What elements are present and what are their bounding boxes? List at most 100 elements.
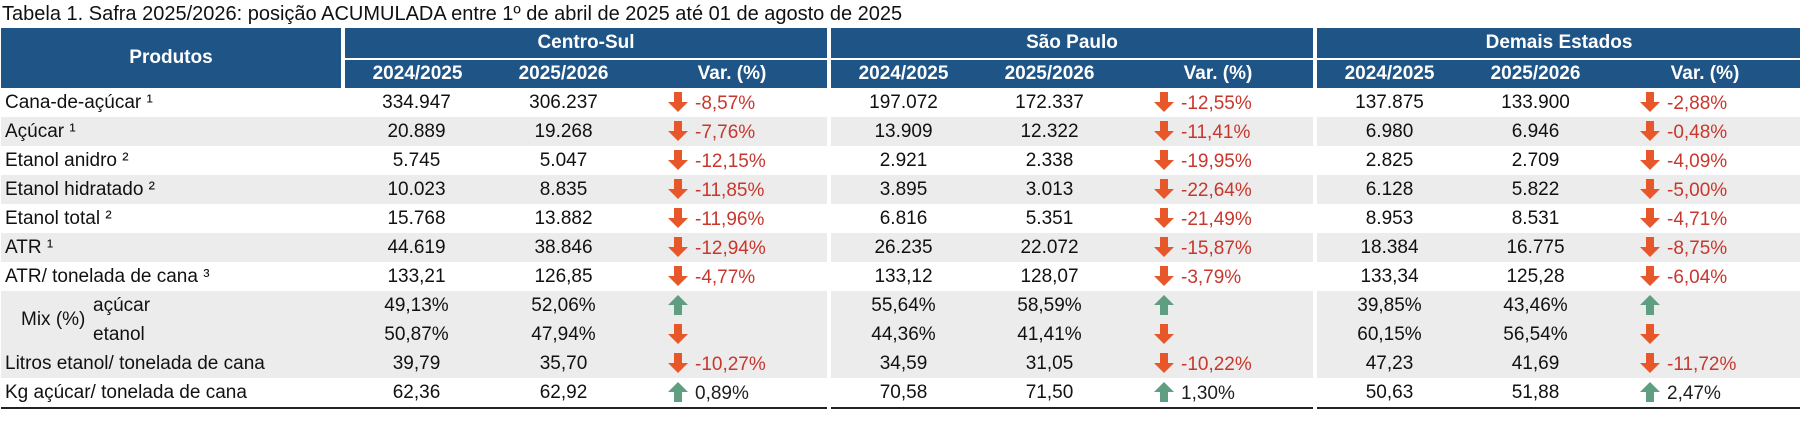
variation-value: 2,47% xyxy=(1667,382,1721,404)
value-curr-cell: 5.822 xyxy=(1462,175,1609,204)
value-prev-cell: 3.895 xyxy=(827,175,976,204)
variation-cell: -3,79% xyxy=(1123,262,1315,291)
variation-value: 0,89% xyxy=(695,382,749,404)
product-label: ATR ¹ xyxy=(1,233,343,262)
value-curr-cell: 31,05 xyxy=(976,349,1123,378)
value-curr-cell: 22.072 xyxy=(976,233,1123,262)
product-label: Cana-de-açúcar ¹ xyxy=(5,91,153,113)
mix-sub-label: açúcar xyxy=(93,294,151,316)
value-curr-cell: 306.237 xyxy=(529,91,598,113)
arrow-up-icon xyxy=(1153,381,1175,403)
arrow-up-icon xyxy=(1639,381,1661,403)
header-subcol-curr: 2025/2026 xyxy=(1462,58,1609,88)
header-subcol-prev: 2024/2025 xyxy=(1313,58,1462,88)
arrow-down-icon xyxy=(1639,149,1661,171)
variation-cell: -10,27% xyxy=(637,349,829,378)
value-curr-cell: 43,46% xyxy=(1462,291,1609,320)
variation-cell: -22,64% xyxy=(1123,175,1315,204)
variation-cell xyxy=(1609,291,1800,320)
value-prev-cell: 2.825 xyxy=(1313,146,1462,175)
product-label: ATR/ tonelada de cana ³ xyxy=(5,265,210,287)
arrow-down-icon xyxy=(667,149,689,171)
variation-cell: -11,41% xyxy=(1123,117,1315,146)
value-curr-cell: 133.900 xyxy=(1501,91,1570,113)
variation-value: -0,48% xyxy=(1667,121,1728,143)
value-curr-cell: 128,07 xyxy=(1020,265,1079,287)
arrow-down-icon xyxy=(1639,207,1661,229)
variation-value: -15,87% xyxy=(1181,237,1252,259)
table-caption: Tabela 1. Safra 2025/2026: posição ACUMU… xyxy=(2,3,903,25)
value-curr-cell: 2.338 xyxy=(1025,149,1074,171)
value-curr-cell: 41,41% xyxy=(976,320,1123,349)
value-prev-cell: 137.875 xyxy=(1313,88,1462,117)
value-curr-cell: 6.946 xyxy=(1462,117,1609,146)
variation-value: -12,94% xyxy=(695,237,766,259)
variation-cell: -7,76% xyxy=(637,117,829,146)
value-prev-cell: 8.953 xyxy=(1313,204,1462,233)
value-curr-cell: 47,94% xyxy=(490,320,637,349)
value-curr-cell: 16.775 xyxy=(1462,233,1609,262)
variation-value: -12,55% xyxy=(1181,92,1252,114)
arrow-down-icon xyxy=(1153,207,1175,229)
arrow-down-icon xyxy=(1639,352,1661,374)
arrow-down-icon xyxy=(1639,120,1661,142)
value-prev-cell: 39,85% xyxy=(1313,291,1462,320)
table-row: Litros etanol/ tonelada de cana 39,79 35,7… xyxy=(1,349,1800,378)
variation-value: 1,30% xyxy=(1181,382,1235,404)
arrow-down-icon xyxy=(1639,265,1661,287)
value-prev-cell: 15.768 xyxy=(387,207,446,229)
arrow-down-icon xyxy=(667,120,689,142)
arrow-down-icon xyxy=(667,236,689,258)
table-row: Açúcar ¹ 20.889 19.268 -7,76% 13.909 12.322 -1… xyxy=(1,117,1800,146)
product-label: Etanol hidratado ² xyxy=(1,175,343,204)
arrow-down-icon xyxy=(1153,236,1175,258)
variation-value: -2,88% xyxy=(1667,92,1728,114)
variation-cell xyxy=(637,291,829,320)
value-prev-cell: 18.384 xyxy=(1313,233,1462,262)
value-curr-cell: 2.709 xyxy=(1511,149,1560,171)
variation-value: -11,96% xyxy=(695,208,765,230)
arrow-down-icon xyxy=(667,91,689,113)
value-curr-cell: 8.835 xyxy=(490,175,637,204)
value-curr-cell: 125,28 xyxy=(1506,265,1565,287)
arrow-down-icon xyxy=(1153,120,1175,142)
variation-cell: 1,30% xyxy=(1123,378,1315,409)
arrow-up-icon xyxy=(667,381,689,403)
value-prev-cell: 6.128 xyxy=(1313,175,1462,204)
arrow-down-icon xyxy=(1639,236,1661,258)
product-label: Açúcar ¹ xyxy=(1,117,343,146)
table-row-mix-acucar: açúcar 49,13% 52,06% 55,64% 58,59% 39,85% 43,4… xyxy=(1,291,1800,320)
value-prev-cell: 13.909 xyxy=(827,117,976,146)
variation-cell: -11,96% xyxy=(637,204,829,233)
variation-value: -12,15% xyxy=(695,150,766,172)
variation-value: -21,49% xyxy=(1181,208,1252,230)
variation-cell: -4,77% xyxy=(637,262,829,291)
variation-value: -11,41% xyxy=(1181,121,1251,143)
variation-cell: -0,48% xyxy=(1609,117,1800,146)
variation-cell: -12,15% xyxy=(637,146,829,175)
table-row: Etanol hidratado ² 10.023 8.835 -11,85% 3.89… xyxy=(1,175,1800,204)
table-row: ATR ¹ 44.619 38.846 -12,94% 26.235 22.072 -15,… xyxy=(1,233,1800,262)
value-prev-cell: 20.889 xyxy=(343,117,490,146)
value-prev-cell: 47,23 xyxy=(1313,349,1462,378)
table-row-mix-etanol: Mix (%) etanol 50,87% 47,94% 44,36% 41,41% 60,… xyxy=(1,309,1800,349)
safra-table: Produtos Centro-Sul São Paulo Demais Est… xyxy=(1,28,1800,409)
variation-value: -11,72% xyxy=(1667,353,1737,375)
variation-cell: 2,47% xyxy=(1609,378,1800,409)
value-prev-cell: 49,13% xyxy=(343,291,490,320)
arrow-down-icon xyxy=(1153,149,1175,171)
value-prev-cell: 334.947 xyxy=(382,91,451,113)
value-prev-cell: 44,36% xyxy=(827,320,976,349)
header-products: Produtos xyxy=(1,28,345,88)
variation-value: -10,22% xyxy=(1181,353,1252,375)
value-prev-cell: 197.072 xyxy=(827,88,976,117)
table-body: Cana-de-açúcar ¹ 334.947 306.237 -8,57% 197.… xyxy=(1,88,1800,409)
header-subcol-var: Var. (%) xyxy=(1609,58,1800,88)
value-curr-cell: 172.337 xyxy=(1015,91,1084,113)
variation-cell: -2,88% xyxy=(1609,88,1800,117)
variation-cell: -6,04% xyxy=(1609,262,1800,291)
arrow-down-icon xyxy=(1639,323,1661,345)
variation-cell xyxy=(1609,320,1800,349)
value-prev-cell: 133,12 xyxy=(827,262,976,291)
variation-value: -22,64% xyxy=(1181,179,1252,201)
